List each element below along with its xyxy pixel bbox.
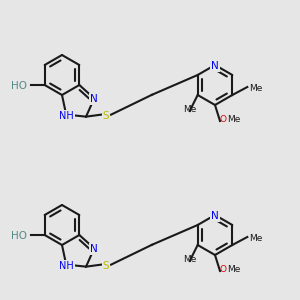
Text: Me: Me [183,105,196,114]
Text: NH: NH [59,111,74,121]
Text: N: N [211,61,219,71]
Text: NH: NH [59,261,74,271]
Text: HO: HO [11,231,27,241]
Text: Me: Me [183,255,196,264]
Text: HO: HO [11,81,27,91]
Text: S: S [103,111,110,121]
Text: Me: Me [227,115,240,124]
Text: Me: Me [227,265,240,274]
Text: S: S [103,261,110,271]
Text: O: O [220,265,227,274]
Text: N: N [90,244,98,254]
Text: Me: Me [249,84,263,93]
Text: Me: Me [249,234,263,243]
Text: N: N [211,211,219,221]
Text: O: O [220,115,227,124]
Text: N: N [90,94,98,104]
